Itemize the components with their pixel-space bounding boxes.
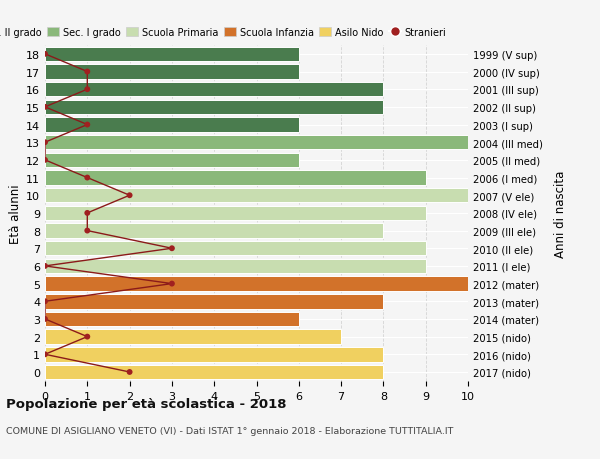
Bar xyxy=(45,347,383,362)
Bar xyxy=(45,224,383,238)
Bar xyxy=(45,83,383,97)
Point xyxy=(40,316,50,323)
Point xyxy=(40,263,50,270)
Y-axis label: Età alunni: Età alunni xyxy=(9,184,22,243)
Point xyxy=(167,280,177,288)
Point xyxy=(83,86,92,94)
Bar xyxy=(45,365,383,380)
Point xyxy=(125,369,134,376)
Bar xyxy=(45,101,383,115)
Point xyxy=(125,192,134,200)
Point xyxy=(167,245,177,252)
Bar xyxy=(45,241,426,256)
Point xyxy=(40,157,50,164)
Bar xyxy=(45,312,299,326)
Bar xyxy=(45,206,426,221)
Point xyxy=(83,69,92,76)
Point xyxy=(40,51,50,58)
Bar xyxy=(45,118,299,133)
Text: Popolazione per età scolastica - 2018: Popolazione per età scolastica - 2018 xyxy=(6,397,287,410)
Y-axis label: Anni di nascita: Anni di nascita xyxy=(554,170,567,257)
Bar xyxy=(45,259,426,274)
Point xyxy=(83,227,92,235)
Point xyxy=(40,139,50,146)
Bar xyxy=(45,277,468,291)
Bar xyxy=(45,171,426,185)
Point xyxy=(83,174,92,182)
Bar xyxy=(45,153,299,168)
Bar xyxy=(45,330,341,344)
Point xyxy=(40,104,50,111)
Bar xyxy=(45,294,383,309)
Point xyxy=(83,333,92,341)
Bar xyxy=(45,65,299,79)
Bar xyxy=(45,136,468,150)
Bar xyxy=(45,47,299,62)
Point xyxy=(83,122,92,129)
Legend: Sec. II grado, Sec. I grado, Scuola Primaria, Scuola Infanzia, Asilo Nido, Stran: Sec. II grado, Sec. I grado, Scuola Prim… xyxy=(0,28,446,38)
Bar xyxy=(45,189,468,203)
Point xyxy=(83,210,92,217)
Text: COMUNE DI ASIGLIANO VENETO (VI) - Dati ISTAT 1° gennaio 2018 - Elaborazione TUTT: COMUNE DI ASIGLIANO VENETO (VI) - Dati I… xyxy=(6,426,454,435)
Point xyxy=(40,298,50,305)
Point xyxy=(40,351,50,358)
